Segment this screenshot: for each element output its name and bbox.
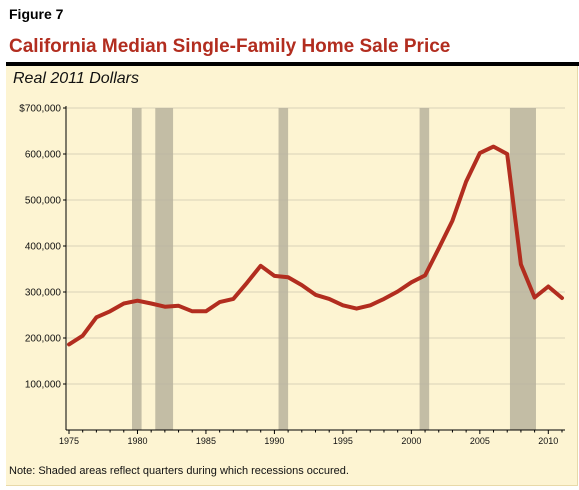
data-point — [219, 301, 221, 303]
y-tick-label: 500,000 — [25, 196, 62, 207]
data-point — [136, 300, 138, 302]
chart-note: Note: Shaded areas reflect quarters duri… — [9, 465, 349, 477]
y-tick-label: 100,000 — [25, 380, 62, 391]
y-tick-label: 300,000 — [25, 288, 62, 299]
data-point — [164, 306, 166, 308]
data-point — [178, 305, 180, 307]
chart-panel — [6, 66, 578, 486]
data-point — [68, 343, 70, 345]
data-point — [342, 304, 344, 306]
data-point — [191, 310, 193, 312]
data-point — [150, 303, 152, 304]
axes — [63, 106, 565, 434]
data-point — [205, 310, 207, 312]
data-point — [356, 308, 358, 310]
y-tick-label: 600,000 — [25, 150, 62, 161]
y-tick-label: 200,000 — [25, 334, 62, 345]
data-point — [232, 298, 234, 300]
data-point — [246, 282, 248, 284]
data-point — [506, 153, 508, 155]
recession-band — [131, 108, 142, 430]
x-tick-label: 1985 — [196, 436, 216, 446]
x-tick-label: 1975 — [59, 436, 79, 446]
recession-bands — [131, 108, 536, 430]
data-point — [82, 335, 84, 337]
data-point — [301, 284, 303, 286]
data-point — [328, 298, 330, 300]
data-point — [438, 247, 440, 249]
data-point — [547, 285, 549, 287]
data-point — [465, 181, 467, 183]
data-point — [493, 146, 495, 148]
data-point — [397, 291, 399, 293]
chart-subtitle: Real 2011 Dollars — [13, 70, 139, 87]
data-point — [561, 297, 563, 299]
x-tick-labels: 1975 1980 1985 1990 1995 2000 2005 2010 — [59, 436, 558, 446]
recession-band — [155, 108, 174, 430]
data-point — [260, 265, 262, 267]
y-tick-label: 400,000 — [25, 242, 62, 253]
data-point — [109, 310, 111, 312]
x-tick-label: 1980 — [127, 436, 147, 446]
data-point — [410, 281, 412, 283]
y-tick-labels: 100,000 200,000 300,000 400,000 500,000 600,0… — [19, 104, 61, 391]
data-point — [383, 298, 385, 300]
data-point — [273, 275, 275, 277]
data-point — [369, 304, 371, 306]
title-rule — [6, 62, 579, 66]
data-point — [287, 276, 289, 278]
recession-band — [419, 108, 430, 430]
recession-band — [278, 108, 289, 430]
figure-label: Figure 7 — [9, 6, 64, 22]
data-point — [534, 297, 536, 299]
y-tick-label: $700,000 — [19, 104, 61, 115]
data-point — [315, 294, 316, 296]
data-point — [479, 152, 481, 154]
data-point — [451, 220, 453, 222]
x-tick-label: 2010 — [538, 436, 558, 446]
x-tick-label: 1995 — [333, 436, 353, 446]
x-tick-label: 2000 — [401, 436, 421, 446]
data-point — [95, 316, 97, 318]
x-tick-label: 2005 — [470, 436, 490, 446]
data-point — [424, 274, 426, 276]
series — [67, 144, 564, 347]
data-point — [123, 303, 125, 304]
data-point — [520, 263, 522, 265]
x-tick-label: 1990 — [264, 436, 284, 446]
chart-title: California Median Single-Family Home Sal… — [9, 36, 451, 57]
